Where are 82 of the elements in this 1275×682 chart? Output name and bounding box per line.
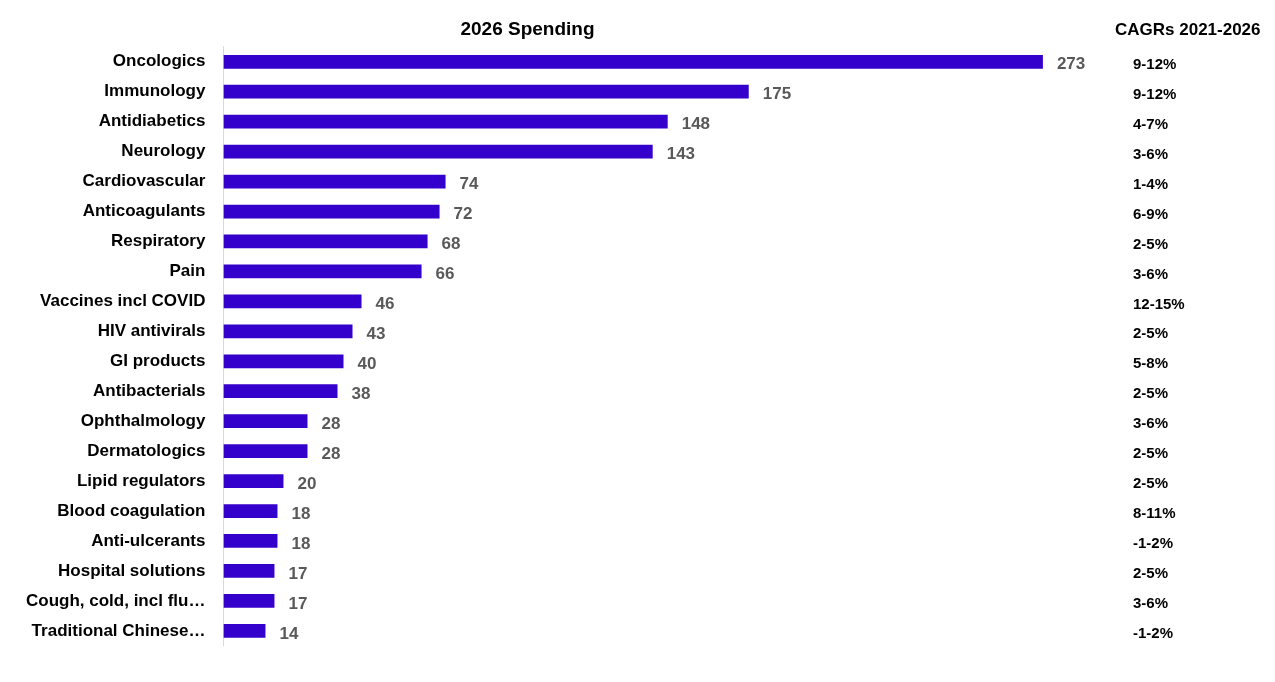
data-label: 68 [441,234,461,254]
bar [223,534,278,548]
text: -1-2% [1133,534,1174,552]
text: 2-5% [1133,234,1169,252]
bar [223,504,278,518]
y-tick-label: Blood coagulation [57,500,206,520]
text: 2-5% [1133,564,1169,582]
bar [223,114,668,129]
text: 5-8% [1133,354,1169,372]
text: 2-5% [1133,474,1169,492]
data-label: 143 [666,144,696,164]
text: 3-6% [1133,414,1169,432]
y-tick-label: Hospital solutions [58,560,206,580]
y-tick-label: HIV antivirals [97,321,206,341]
data-label: 72 [453,204,473,224]
data-label: 28 [321,413,341,433]
text: 2-5% [1133,444,1169,462]
y-tick-label: Antidiabetics [98,111,206,131]
bar [223,444,308,459]
data-label: 18 [291,503,311,523]
y-tick-label: Anticoagulants [82,201,206,221]
data-label: 14 [279,623,299,643]
bar [223,623,266,638]
y-tick-label: Anti-ulcerants [91,530,206,550]
text: -1-2% [1133,623,1174,641]
bar [223,234,428,249]
bar [223,354,344,369]
text: 1-4% [1133,174,1169,192]
bar [223,564,275,578]
bar [223,384,338,399]
bar [223,204,440,219]
data-label: 17 [288,593,308,613]
data-label: 273 [1056,54,1086,74]
bar [223,294,362,309]
y-tick-label: Traditional Chinese… [31,620,206,640]
bar [223,174,446,189]
data-label: 148 [681,114,711,134]
bar [223,264,422,279]
bar [223,414,308,429]
text: 2-5% [1133,384,1169,402]
text: 6-9% [1133,204,1169,222]
data-label: 43 [366,324,386,344]
y-tick-label: Respiratory [110,231,206,251]
text: CAGRs 2021-2026 [1115,19,1261,39]
y-tick-label: Lipid regulators [76,470,206,490]
data-label: 40 [357,353,377,373]
bar [223,474,284,488]
y-tick-label: Cough, cold, incl flu… [25,590,206,610]
data-label: 17 [288,563,308,583]
bar [223,54,1043,69]
chart-title: 2026 Spending [460,17,595,39]
text: 9-12% [1133,54,1177,72]
y-tick-label: Vaccines incl COVID [40,291,206,311]
y-tick-label: Pain [169,261,206,281]
text: 3-6% [1133,264,1169,282]
text: 3-6% [1133,144,1169,162]
y-tick-label: Neurology [121,141,206,161]
data-label: 18 [291,533,311,553]
y-tick-label: Oncologics [112,51,206,71]
y-tick-label: Antibacterials [92,380,206,400]
bar [223,144,653,159]
y-tick-label: Ophthalmology [80,410,206,430]
text: 3-6% [1133,594,1169,612]
text: 4-7% [1133,114,1169,132]
data-label: 20 [297,473,317,493]
bar [223,84,749,99]
bar [223,593,275,608]
y-tick-label: Dermatologics [87,440,206,460]
data-label: 38 [351,383,371,403]
data-label: 28 [321,443,341,463]
y-tick-label: GI products [110,350,206,370]
y-tick-label: Cardiovascular [82,171,206,191]
text: 9-12% [1133,84,1177,102]
bar [223,324,353,339]
data-label: 74 [459,174,480,194]
data-label: 175 [762,84,792,104]
text: 2-5% [1133,324,1169,342]
data-label: 46 [375,294,395,314]
data-label: 66 [435,264,455,284]
y-tick-label: Immunology [104,81,206,101]
text: 8-11% [1133,504,1176,522]
text: 12-15% [1133,294,1185,312]
